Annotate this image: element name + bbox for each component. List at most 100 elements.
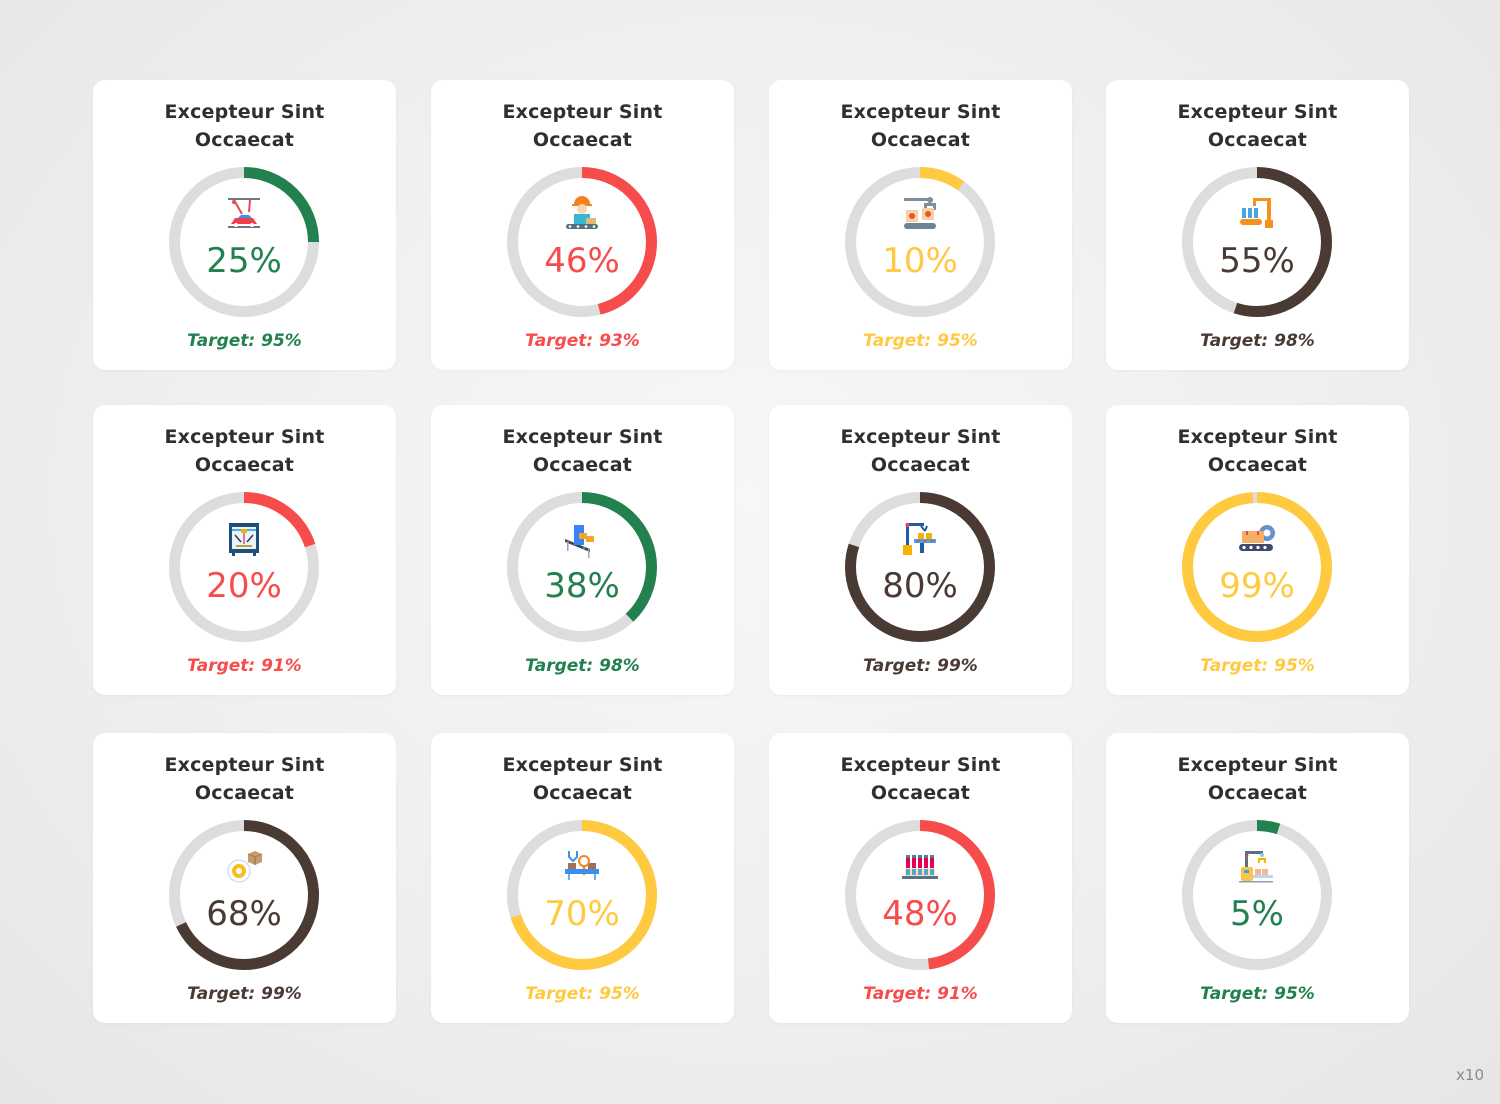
progress-arc [1182, 820, 1332, 970]
target-label: Target: 99% [187, 984, 302, 1004]
conveyor-gear-icon [1235, 517, 1279, 561]
card-title: Excepteur Sint Occaecat [93, 751, 396, 807]
gauge-card: Excepteur Sint Occaecat 10% Target: 95% [769, 80, 1072, 370]
scale-label: x10 [1456, 1066, 1484, 1084]
gauge-card: Excepteur Sint Occaecat 5% Target: 95% [1106, 733, 1409, 1023]
gauge-value: 20% [206, 566, 282, 606]
target-label: Target: 99% [863, 656, 978, 676]
progress-ring: 48% [845, 820, 995, 970]
gauge-value: 68% [206, 894, 282, 934]
gear-box-icon [222, 845, 266, 889]
gauge-card: Excepteur Sint Occaecat 20% Target: 91% [93, 405, 396, 695]
target-label: Target: 95% [187, 331, 302, 351]
card-title-line2: Occaecat [532, 129, 633, 151]
gauge-value: 10% [882, 241, 958, 281]
gauge-card: Excepteur Sint Occaecat 25% Target: 95% [93, 80, 396, 370]
card-title: Excepteur Sint Occaecat [769, 751, 1072, 807]
target-label: Target: 95% [1200, 656, 1315, 676]
progress-ring-svg [1182, 492, 1332, 642]
card-title-line2: Occaecat [194, 782, 295, 804]
card-title: Excepteur Sint Occaecat [769, 98, 1072, 154]
card-title-line1: Excepteur Sint [840, 426, 1001, 448]
gauge-value: 99% [1219, 566, 1295, 606]
card-title-line2: Occaecat [194, 454, 295, 476]
card-title-line1: Excepteur Sint [840, 754, 1001, 776]
card-title-line1: Excepteur Sint [502, 754, 663, 776]
gauge-value: 38% [544, 566, 620, 606]
gauge-card: Excepteur Sint Occaecat 80% Target: 99% [769, 405, 1072, 695]
progress-arc [845, 167, 995, 317]
progress-arc [845, 820, 995, 970]
card-title: Excepteur Sint Occaecat [1106, 98, 1409, 154]
card-title: Excepteur Sint Occaecat [93, 98, 396, 154]
progress-ring-svg [507, 167, 657, 317]
card-title-line1: Excepteur Sint [1177, 101, 1338, 123]
card-title-line2: Occaecat [870, 454, 971, 476]
card-title: Excepteur Sint Occaecat [769, 423, 1072, 479]
gauge-card: Excepteur Sint Occaecat 55% Target: 98% [1106, 80, 1409, 370]
progress-arc [507, 167, 657, 317]
card-title-line2: Occaecat [870, 129, 971, 151]
progress-ring-svg [507, 820, 657, 970]
progress-ring: 46% [507, 167, 657, 317]
gauge-value: 25% [206, 241, 282, 281]
progress-ring: 55% [1182, 167, 1332, 317]
robot-arm-conveyor-icon [898, 517, 942, 561]
card-title-line2: Occaecat [532, 782, 633, 804]
robot-arm-bottles-icon [1235, 192, 1279, 236]
card-title-line2: Occaecat [1207, 129, 1308, 151]
packing-crane-icon [898, 192, 942, 236]
progress-arc [169, 820, 319, 970]
progress-ring-svg [169, 167, 319, 317]
card-title-line1: Excepteur Sint [840, 101, 1001, 123]
progress-ring-svg [169, 820, 319, 970]
progress-ring-svg [845, 492, 995, 642]
progress-arc [169, 492, 319, 642]
conveyor-worker-icon [560, 192, 604, 236]
card-title-line2: Occaecat [870, 782, 971, 804]
progress-ring: 99% [1182, 492, 1332, 642]
progress-ring-svg [507, 492, 657, 642]
card-title-line2: Occaecat [532, 454, 633, 476]
target-label: Target: 93% [525, 331, 640, 351]
target-label: Target: 98% [1200, 331, 1315, 351]
3d-printer-icon [222, 517, 266, 561]
target-label: Target: 95% [525, 984, 640, 1004]
progress-arc [169, 167, 319, 317]
scanner-conveyor-icon [560, 517, 604, 561]
progress-ring: 10% [845, 167, 995, 317]
card-title: Excepteur Sint Occaecat [1106, 751, 1409, 807]
gauge-value: 70% [544, 894, 620, 934]
card-title-line1: Excepteur Sint [164, 426, 325, 448]
gauge-card: Excepteur Sint Occaecat 38% Target: 98% [431, 405, 734, 695]
progress-arc [1182, 167, 1332, 317]
progress-ring: 20% [169, 492, 319, 642]
gauge-value: 80% [882, 566, 958, 606]
card-title-line1: Excepteur Sint [164, 754, 325, 776]
gauge-card: Excepteur Sint Occaecat 48% Target: 91% [769, 733, 1072, 1023]
target-label: Target: 91% [863, 984, 978, 1004]
card-title: Excepteur Sint Occaecat [431, 423, 734, 479]
progress-ring-svg [1182, 167, 1332, 317]
gauge-card: Excepteur Sint Occaecat 70% Target: 95% [431, 733, 734, 1023]
card-title-line1: Excepteur Sint [164, 101, 325, 123]
target-label: Target: 95% [1200, 984, 1315, 1004]
target-label: Target: 95% [863, 331, 978, 351]
card-title-line2: Occaecat [1207, 454, 1308, 476]
progress-ring-svg [845, 167, 995, 317]
card-title: Excepteur Sint Occaecat [1106, 423, 1409, 479]
card-title-line2: Occaecat [194, 129, 295, 151]
progress-ring: 70% [507, 820, 657, 970]
gauge-value: 55% [1219, 241, 1295, 281]
card-title-line1: Excepteur Sint [1177, 754, 1338, 776]
progress-arc [845, 492, 995, 642]
progress-ring: 80% [845, 492, 995, 642]
card-title: Excepteur Sint Occaecat [431, 98, 734, 154]
progress-ring-svg [169, 492, 319, 642]
gauge-value: 5% [1230, 894, 1284, 934]
quality-inspection-icon [560, 845, 604, 889]
bottle-filling-icon [898, 845, 942, 889]
progress-ring: 38% [507, 492, 657, 642]
gauge-card: Excepteur Sint Occaecat 46% Target: 93% [431, 80, 734, 370]
target-label: Target: 91% [187, 656, 302, 676]
